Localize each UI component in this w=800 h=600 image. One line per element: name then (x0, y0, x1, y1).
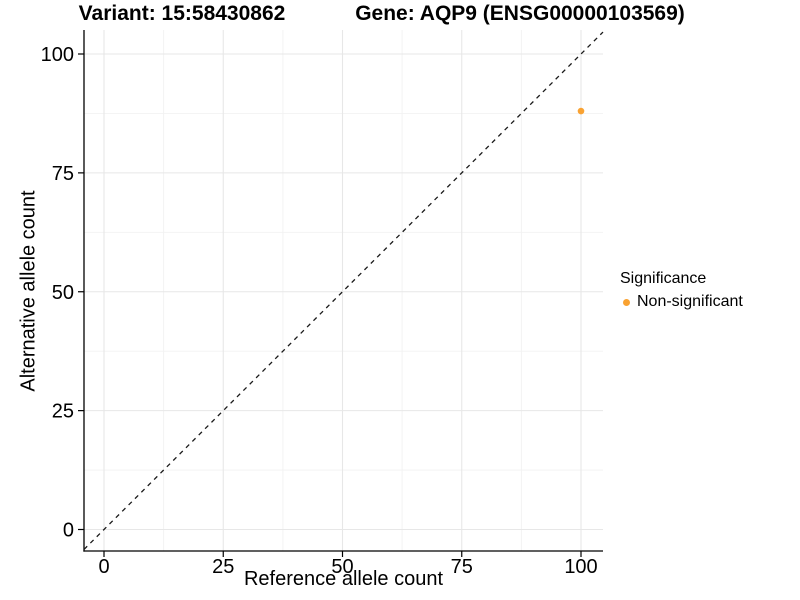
grid-minor (84, 30, 603, 551)
legend: Significance Non-significant (620, 268, 798, 312)
legend-point-icon (623, 298, 630, 306)
x-tick-label: 75 (451, 556, 473, 578)
plot-title-gene: Gene: AQP9 (ENSG00000103569) (355, 2, 685, 25)
data-points (577, 107, 585, 115)
axis-tick-labels: 0 25 50 75 100 0 25 50 75 100 (41, 44, 598, 578)
legend-item-label: Non-significant (637, 293, 743, 310)
y-tick-label: 50 (52, 282, 74, 304)
legend-item: Non-significant (620, 292, 798, 312)
data-point (577, 107, 585, 115)
x-tick-label: 50 (331, 556, 353, 578)
y-tick-label: 0 (63, 520, 74, 542)
axis-lines (83, 30, 603, 552)
y-axis-title: Alternative allele count (17, 190, 40, 392)
x-tick-label: 25 (212, 556, 234, 578)
identity-line (83, 31, 604, 550)
y-tick-label: 75 (52, 163, 74, 185)
y-tick-label: 100 (41, 44, 74, 66)
axis-ticks (78, 53, 582, 557)
plot-title-variant: Variant: 15:58430862 (78, 2, 286, 25)
x-tick-label: 100 (564, 556, 597, 578)
x-axis-title: Reference allele count (243, 568, 443, 590)
y-tick-label: 25 (52, 401, 74, 423)
grid-major (84, 30, 603, 551)
legend-title: Significance (620, 270, 707, 287)
identity-reference-line (83, 31, 604, 550)
x-tick-label: 0 (98, 556, 109, 578)
